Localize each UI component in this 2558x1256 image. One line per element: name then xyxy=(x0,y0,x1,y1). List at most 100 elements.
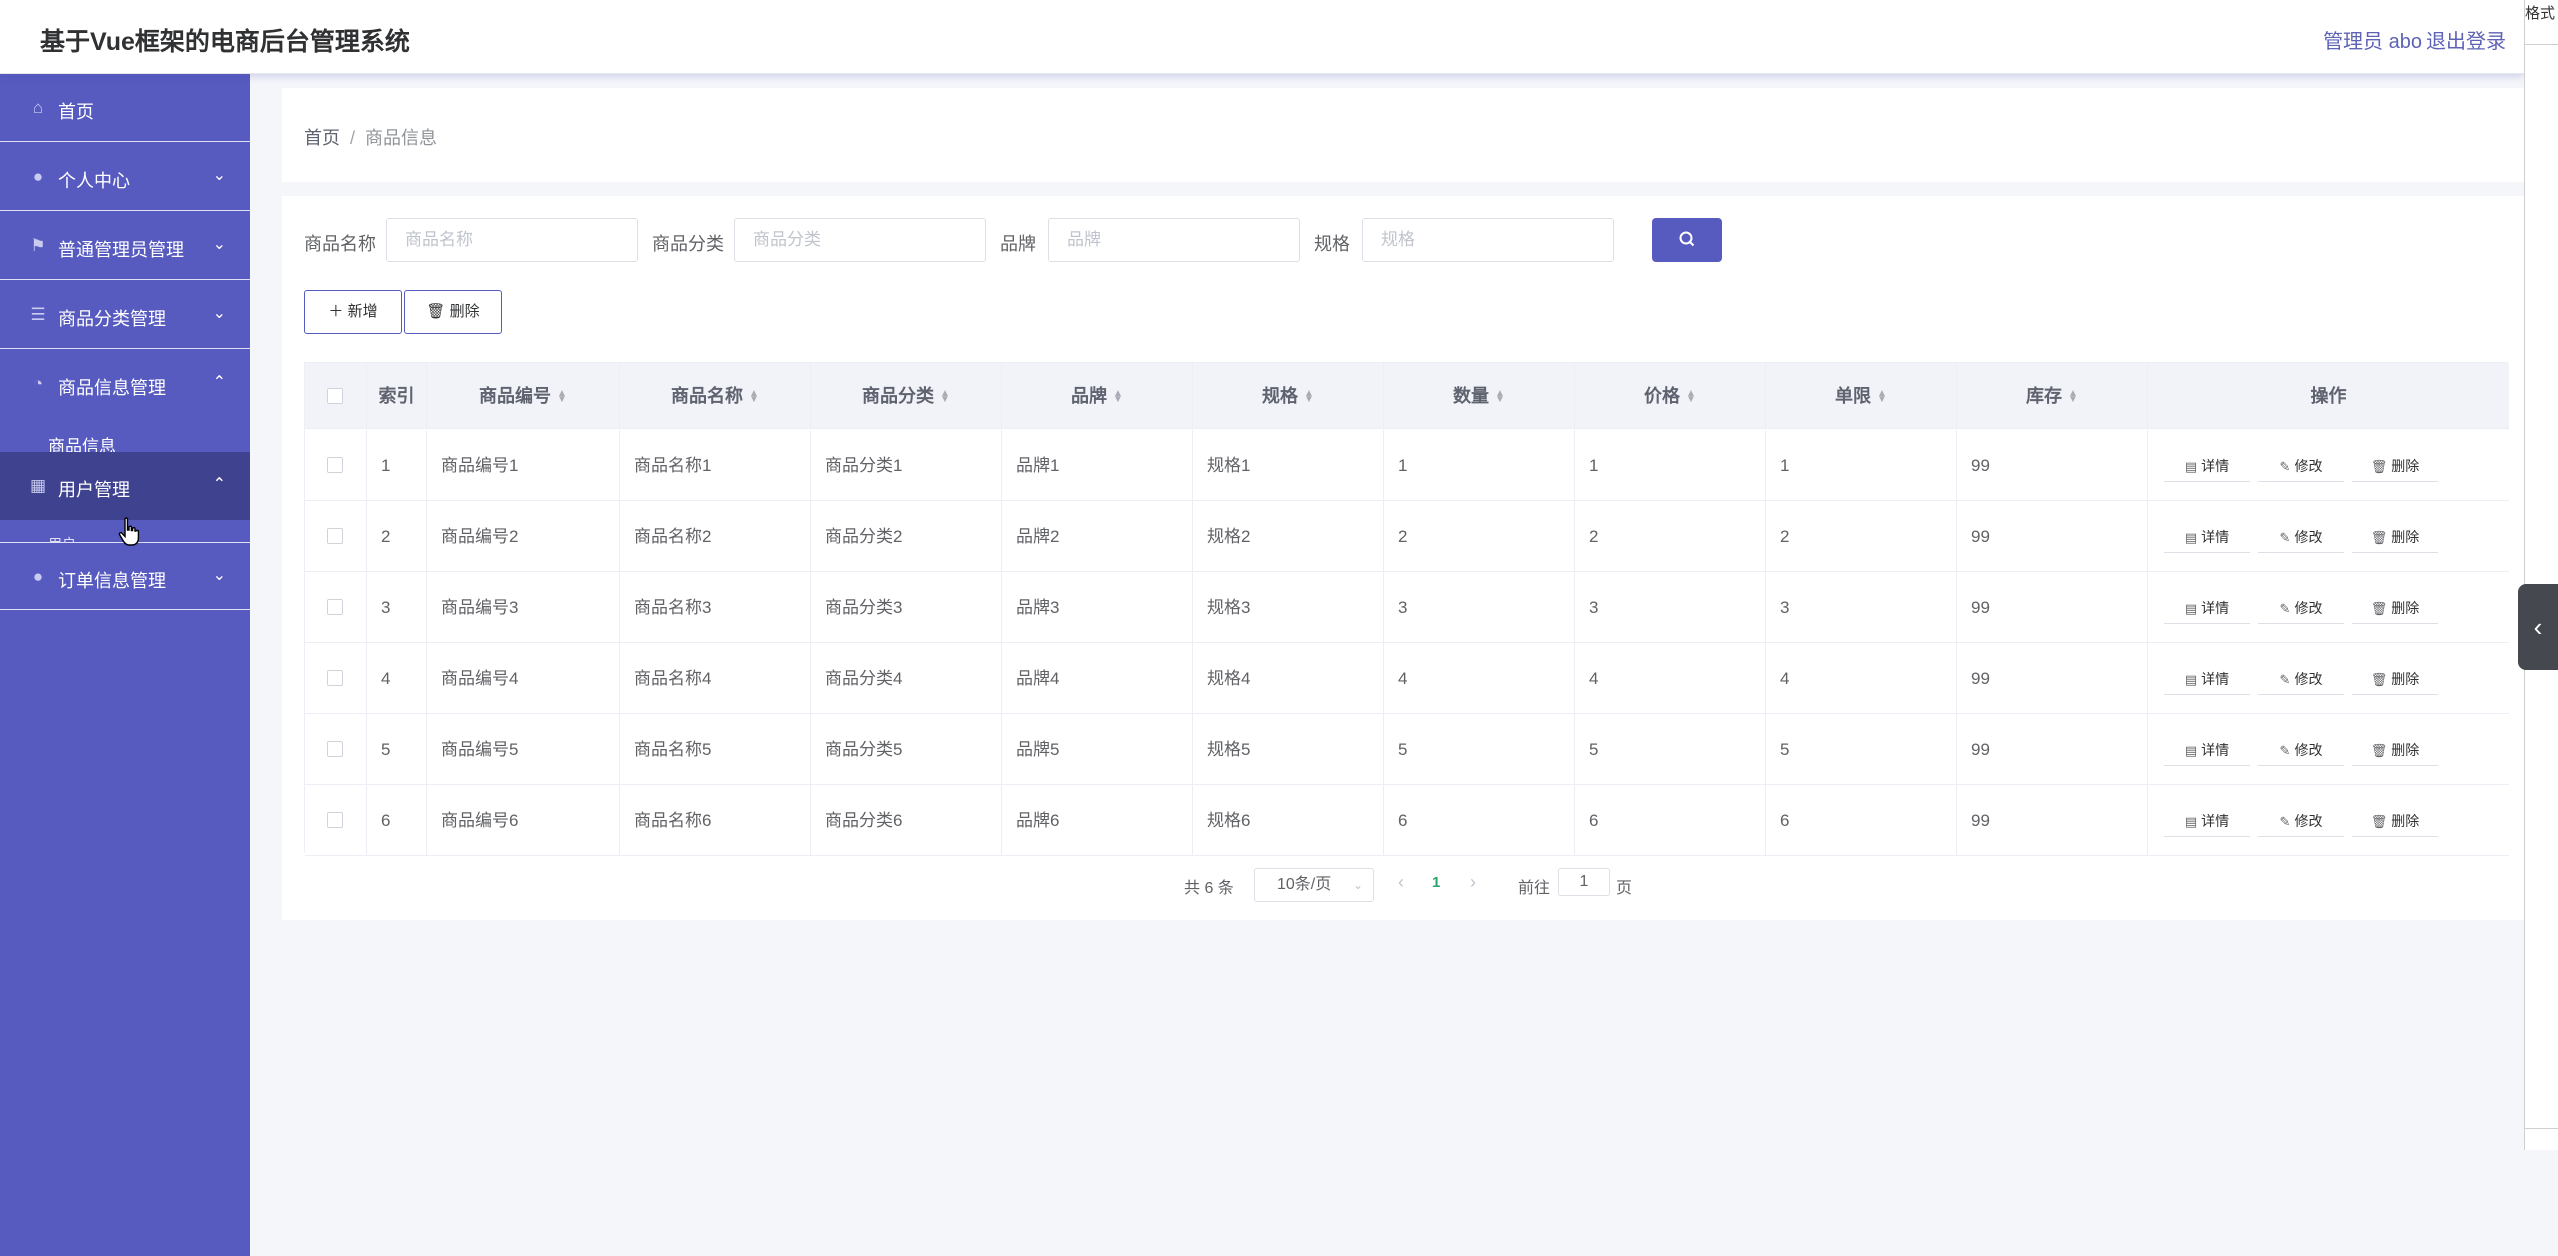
sidebar-item-label: 用户管理 xyxy=(58,480,130,500)
delete-button[interactable]: 🗑 删除 xyxy=(2352,592,2438,624)
sort-caret-icon[interactable]: ▲ ▼ xyxy=(1113,388,1123,406)
column-header-label: 操作 xyxy=(2310,386,2347,406)
detail-button-label: 详情 xyxy=(2201,813,2230,829)
column-header-sortable[interactable]: 价格 ▲ ▼ xyxy=(1575,363,1766,429)
detail-button[interactable]: ▤ 详情 xyxy=(2164,592,2250,624)
sidebar-subitem-users[interactable]: 用户 xyxy=(48,534,76,542)
sort-caret-icon[interactable]: ▲ ▼ xyxy=(1877,388,1887,406)
table-cell: 3 xyxy=(367,572,427,643)
edit-button[interactable]: ✎ 修改 xyxy=(2258,521,2344,553)
column-header-sortable[interactable]: 数量 ▲ ▼ xyxy=(1384,363,1575,429)
delete-button-label: 删除 xyxy=(2391,671,2420,687)
sidebar-item-label: 首页 xyxy=(58,102,94,122)
trash-icon: 🗑 xyxy=(2370,814,2388,829)
edit-button[interactable]: ✎ 修改 xyxy=(2258,805,2344,837)
row-checkbox[interactable] xyxy=(327,457,343,473)
row-checkbox[interactable] xyxy=(327,670,343,686)
row-checkbox[interactable] xyxy=(327,741,343,757)
sidebar-item-profile[interactable]: ● 个人中心 ⌄ xyxy=(0,143,250,211)
category-input[interactable] xyxy=(734,218,986,262)
table-cell: 商品名称3 xyxy=(620,572,811,643)
chevron-down-icon: ⌄ xyxy=(212,167,226,184)
row-checkbox[interactable] xyxy=(327,599,343,615)
row-checkbox[interactable] xyxy=(327,812,343,828)
column-header-sortable[interactable]: 商品分类 ▲ ▼ xyxy=(811,363,1002,429)
search-button[interactable] xyxy=(1652,218,1722,262)
sort-caret-icon[interactable]: ▲ ▼ xyxy=(557,388,567,406)
user-icon: ● xyxy=(32,567,44,586)
column-header-label: 索引 xyxy=(378,386,415,406)
page-size-select[interactable]: 10条/页 ⌄ xyxy=(1254,868,1374,902)
document-icon: ▤ xyxy=(2184,459,2198,474)
table-cell: 99 xyxy=(1957,714,2148,785)
search-form: 商品名称 商品分类 品牌 规格 xyxy=(304,218,1804,262)
edit-button[interactable]: ✎ 修改 xyxy=(2258,734,2344,766)
detail-button[interactable]: ▤ 详情 xyxy=(2164,805,2250,837)
logout-link[interactable]: 退出登录 xyxy=(2426,31,2506,53)
column-header-label: 数量 xyxy=(1453,386,1490,406)
sidebar-item-order-management[interactable]: ● 订单信息管理 ⌄ xyxy=(0,542,250,610)
delete-button[interactable]: 🗑 删除 xyxy=(2352,663,2438,695)
row-checkbox[interactable] xyxy=(327,528,343,544)
brand-input[interactable] xyxy=(1048,218,1300,262)
sort-caret-icon[interactable]: ▲ ▼ xyxy=(1495,388,1505,406)
product-name-input[interactable] xyxy=(386,218,638,262)
spec-input[interactable] xyxy=(1362,218,1614,262)
document-icon: ▤ xyxy=(2184,743,2198,758)
sidebar-item-user-management[interactable]: ▦ 用户管理 ⌃ xyxy=(0,452,250,520)
detail-button[interactable]: ▤ 详情 xyxy=(2164,663,2250,695)
column-header-label: 商品分类 xyxy=(862,386,935,406)
column-header-sortable[interactable]: 品牌 ▲ ▼ xyxy=(1002,363,1193,429)
table-cell: 3 xyxy=(1384,572,1575,643)
table-cell: 6 xyxy=(367,785,427,856)
next-page-button[interactable]: › xyxy=(1470,872,1476,892)
sort-caret-icon[interactable]: ▲ ▼ xyxy=(1686,388,1696,406)
goto-page-input[interactable] xyxy=(1558,868,1610,896)
edit-button[interactable]: ✎ 修改 xyxy=(2258,592,2344,624)
sidebar-item-label: 商品信息管理 xyxy=(58,378,166,398)
edit-button[interactable]: ✎ 修改 xyxy=(2258,663,2344,695)
column-header-sortable[interactable]: 商品编号 ▲ ▼ xyxy=(427,363,620,429)
pencil-icon: ✎ xyxy=(2279,814,2291,829)
trash-icon: 🗑 xyxy=(2370,672,2388,687)
table-cell: 1 xyxy=(1766,430,1957,501)
column-header-sortable[interactable]: 单限 ▲ ▼ xyxy=(1766,363,1957,429)
sidebar-subitem-product-info[interactable]: 商品信息 xyxy=(48,437,116,456)
table-cell: 商品分类3 xyxy=(811,572,1002,643)
sidebar-item-home[interactable]: ⌂ 首页 xyxy=(0,74,250,142)
detail-button[interactable]: ▤ 详情 xyxy=(2164,450,2250,482)
header-select-all[interactable] xyxy=(305,363,367,429)
delete-button[interactable]: 🗑 删除 xyxy=(2352,521,2438,553)
sidebar-item-admin-management[interactable]: ⚑ 普通管理员管理 ⌄ xyxy=(0,212,250,280)
edit-button-label: 修改 xyxy=(2294,529,2323,545)
row-select-cell xyxy=(305,643,367,714)
select-all-checkbox[interactable] xyxy=(327,388,343,404)
detail-button[interactable]: ▤ 详情 xyxy=(2164,734,2250,766)
page-number-current[interactable]: 1 xyxy=(1432,874,1441,891)
edit-button[interactable]: ✎ 修改 xyxy=(2258,450,2344,482)
bulk-delete-button[interactable]: 🗑 删除 xyxy=(404,290,502,334)
delete-button[interactable]: 🗑 删除 xyxy=(2352,805,2438,837)
sort-caret-icon[interactable]: ▲ ▼ xyxy=(749,388,759,406)
sort-caret-icon[interactable]: ▲ ▼ xyxy=(2068,388,2078,406)
main-content: 商品名称 商品分类 品牌 规格 ＋ 新增 🗑 删除 索引 商品编号 ▲▼ 商品名称… xyxy=(282,196,2524,920)
column-header-sortable[interactable]: 商品名称 ▲ ▼ xyxy=(620,363,811,429)
document-icon: ▤ xyxy=(2184,530,2198,545)
delete-button[interactable]: 🗑 删除 xyxy=(2352,450,2438,482)
table-cell: 品牌4 xyxy=(1002,643,1193,714)
sort-caret-icon[interactable]: ▲ ▼ xyxy=(940,388,950,406)
table-cell: 品牌5 xyxy=(1002,714,1193,785)
collapse-panel-button[interactable]: ‹ xyxy=(2518,584,2558,670)
edit-button-label: 修改 xyxy=(2294,600,2323,616)
detail-button[interactable]: ▤ 详情 xyxy=(2164,521,2250,553)
sidebar-item-category-management[interactable]: ☰ 商品分类管理 ⌄ xyxy=(0,281,250,349)
prev-page-button[interactable]: ‹ xyxy=(1398,872,1404,892)
column-header-sortable[interactable]: 库存 ▲ ▼ xyxy=(1957,363,2148,429)
sort-caret-icon[interactable]: ▲ ▼ xyxy=(1304,388,1314,406)
delete-button[interactable]: 🗑 删除 xyxy=(2352,734,2438,766)
column-header-sortable[interactable]: 规格 ▲ ▼ xyxy=(1193,363,1384,429)
breadcrumb-home[interactable]: 首页 xyxy=(304,128,340,148)
table-cell: 商品分类5 xyxy=(811,714,1002,785)
add-button[interactable]: ＋ 新增 xyxy=(304,290,402,334)
table-cell: 商品编号6 xyxy=(427,785,620,856)
